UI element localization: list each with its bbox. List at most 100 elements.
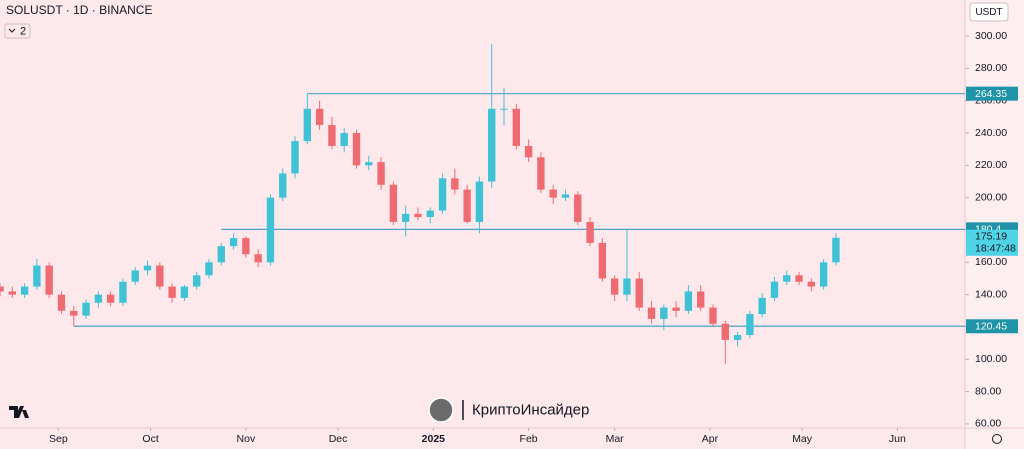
candle-body <box>684 291 693 311</box>
candle-body <box>598 242 607 279</box>
level-label: 264.35 <box>975 88 1007 100</box>
y-tick-label: 80.00 <box>975 385 1001 397</box>
y-tick-label: 300.00 <box>975 30 1007 42</box>
candle-body <box>156 265 164 287</box>
candle-body <box>733 335 742 340</box>
candle-body <box>389 184 398 222</box>
candle-body <box>819 262 828 287</box>
candle-body <box>217 246 225 263</box>
candle-body <box>254 254 262 263</box>
y-tick-label: 60.00 <box>975 418 1001 430</box>
y-tick-label: 280.00 <box>975 62 1007 74</box>
y-tick-label: 200.00 <box>975 191 1007 203</box>
candle-body <box>697 291 705 308</box>
candle-body <box>549 189 557 198</box>
candle-body <box>660 307 668 319</box>
candle-body <box>180 286 189 298</box>
x-tick-label: May <box>792 433 813 445</box>
candle-body <box>500 108 508 110</box>
x-tick-label: Feb <box>520 433 538 445</box>
candle-body <box>365 162 373 166</box>
candle-body <box>291 141 299 174</box>
candle-body <box>758 297 766 315</box>
candle-body <box>795 275 803 282</box>
candle-body <box>193 275 201 287</box>
candle-body <box>82 302 90 316</box>
candle-body <box>512 108 520 146</box>
x-tick-label: Mar <box>606 433 625 445</box>
candle-body <box>647 307 656 319</box>
candle-body <box>524 145 533 158</box>
chart-title: SOLUSDT · 1D · BINANCE <box>6 3 152 17</box>
candle-body <box>561 194 570 198</box>
x-tick-label: 2025 <box>422 433 446 445</box>
y-tick-label: 220.00 <box>975 159 1007 171</box>
candle-body <box>475 181 484 222</box>
currency-label[interactable]: USDT <box>975 7 1002 18</box>
candle-body <box>229 238 238 247</box>
x-tick-label: Sep <box>49 433 68 445</box>
candle-body <box>635 278 643 308</box>
candle-body <box>143 265 152 271</box>
x-tick-label: Dec <box>329 433 348 445</box>
candle-body <box>168 286 176 298</box>
tradingview-logo <box>9 406 29 418</box>
candle-body <box>574 194 582 222</box>
candle-body <box>623 278 631 295</box>
currency-button[interactable] <box>969 2 1009 22</box>
candle-body <box>45 265 53 295</box>
candle-body <box>131 270 139 282</box>
level-label-bg <box>966 86 1018 101</box>
plot-area <box>0 44 965 365</box>
candle-body <box>352 133 361 166</box>
candle-body <box>94 294 103 303</box>
watermark: КриптоИнсайдер <box>472 401 589 418</box>
candle-body <box>770 281 779 298</box>
candle-body <box>8 291 16 295</box>
y-tick-label: 240.00 <box>975 127 1007 139</box>
countdown-label: 18:47:48 <box>975 243 1016 255</box>
y-tick-label: 100.00 <box>975 353 1007 365</box>
candle-body <box>57 294 66 311</box>
level-label: 120.45 <box>975 321 1007 333</box>
candle-body <box>242 238 250 255</box>
candle-body <box>672 307 680 311</box>
x-tick-label: Apr <box>702 433 719 445</box>
candle-body <box>610 278 619 295</box>
candle-body <box>746 314 754 336</box>
last-price-label: 175.19 <box>975 231 1007 243</box>
y-tick-label: 140.00 <box>975 288 1007 300</box>
candle-body <box>438 178 447 211</box>
candle-body <box>451 178 459 190</box>
candle-body <box>426 210 434 218</box>
candle-body <box>279 173 287 198</box>
candle-body <box>783 275 791 282</box>
y-tick-label: 160.00 <box>975 256 1007 268</box>
candle-body <box>463 189 471 222</box>
candle-body <box>303 108 312 142</box>
indicator-count[interactable]: 2 <box>20 25 26 37</box>
candle-body <box>401 213 410 222</box>
x-tick-label: Oct <box>142 433 158 445</box>
candle-body <box>537 157 545 190</box>
candle-body <box>721 323 729 340</box>
level-label-bg <box>966 319 1018 334</box>
candle-body <box>709 307 717 324</box>
candle-body <box>70 310 78 316</box>
candle-body <box>328 124 336 146</box>
candle-body <box>205 262 213 276</box>
candle-body <box>807 281 816 287</box>
candle-body <box>414 213 422 218</box>
candle-body <box>586 221 594 243</box>
candle-body <box>377 162 385 185</box>
last-price-bg <box>966 229 1018 256</box>
candle-body <box>33 265 41 287</box>
chevron-icon <box>8 28 16 33</box>
candle-body <box>20 286 29 295</box>
settings-icon[interactable] <box>992 434 1002 444</box>
candle-body <box>266 197 275 263</box>
indicator-badge[interactable] <box>4 23 31 39</box>
candle-body <box>119 281 127 303</box>
